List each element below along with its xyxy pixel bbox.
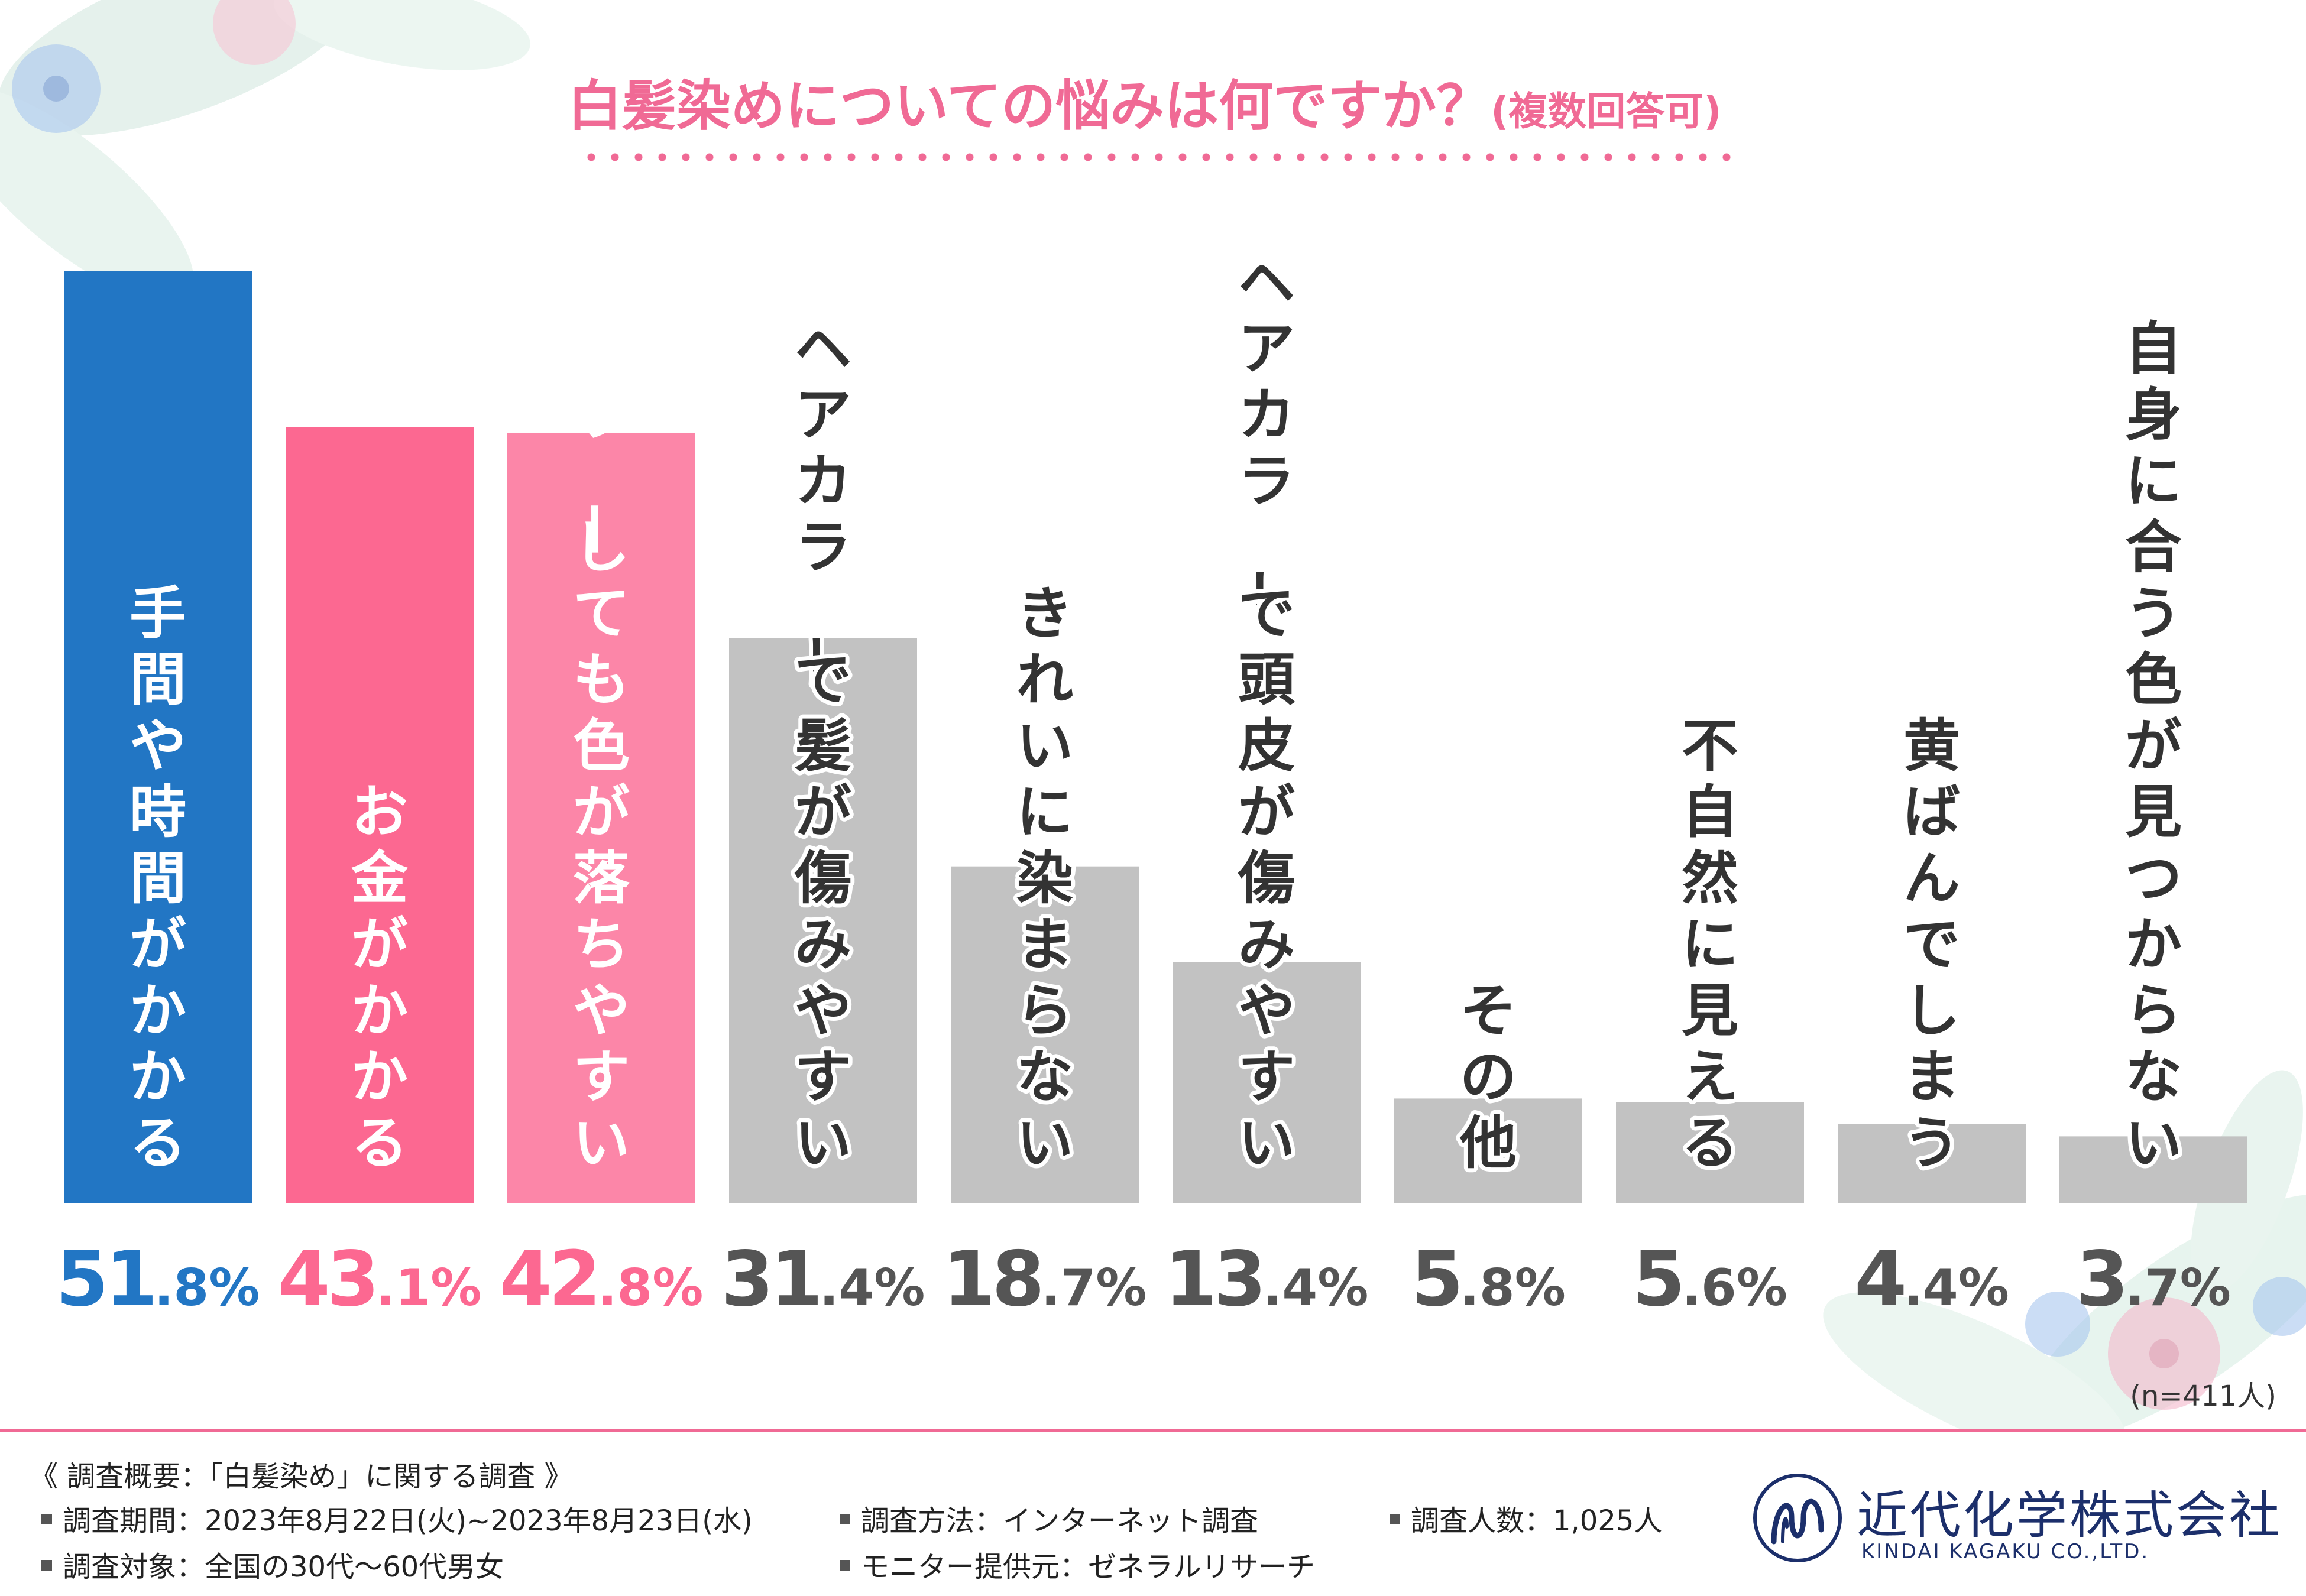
bar-2 [286,427,474,1203]
bar-category-label: 不自然に見える [1682,713,1738,1176]
bullet-square-icon [41,1560,52,1571]
bar-4 [729,638,917,1203]
title-dotted-divider [579,153,1732,162]
bar-category-label: お金がかかる [351,779,409,1176]
bar-value-label: 18.7% [943,1235,1147,1323]
bar-value-label: 5.8% [1411,1235,1566,1323]
bar-value-label: 42.8% [500,1235,704,1323]
bar-category-label: 手間や時間がかかる [129,580,186,1176]
bar-value-label: 13.4% [1165,1235,1369,1323]
bullet-square-icon [840,1560,850,1571]
survey-target: 調査対象：全国の30代～60代男女 [41,1543,504,1585]
bar-1 [64,271,252,1203]
bar-category-label: ヘアカラーで頭皮が傷みやすい [1225,249,1295,1176]
bullet-square-icon [840,1514,850,1524]
survey-method: 調査方法：インターネット調査 [840,1497,1258,1539]
survey-monitor-provider: モニター提供元：ゼネラルリサーチ [840,1543,1315,1585]
bar-category-label: その他 [1459,978,1517,1176]
bar-8 [1616,1102,1804,1203]
chart-title-main: 白髪染めについての悩みは何ですか？ [568,74,1491,138]
bar-value-label: 31.4% [721,1235,925,1323]
bar-chart: 手間や時間がかかる 51.8% お金がかかる 43.1% ヘアカラーしても色が落ちやすい… [56,183,2247,1323]
company-name: 近代化学株式会社 [1857,1486,2282,1545]
bar-10 [2059,1136,2247,1203]
survey-summary-heading: 《 調査概要：「白髪染め」に関する調査 》 [30,1460,573,1493]
bar-category-label: 黄ばんでしまう [1903,713,1960,1176]
bar-7 [1394,1098,1582,1203]
company-name-english: KINDAI KAGAKU CO.,LTD. [1861,1540,2150,1563]
footer-divider [0,1429,2306,1432]
bar-3 [507,432,695,1204]
bar-9 [1838,1124,2026,1203]
bar-value-label: 3.7% [2076,1235,2231,1323]
survey-summary-footer: 《 調査概要：「白髪染め」に関する調査 》 調査期間：2023年8月22日(火)… [0,1432,2306,1596]
chart-title-sub: (複数回答可) [1491,89,1722,134]
bar-category-label: きれいに染まらない [1016,580,1073,1176]
company-brand: 近代化学株式会社 KINDAI KAGAKU CO.,LTD. [1738,1468,2282,1586]
bar-6 [1173,962,1361,1203]
bar-value-label: 5.6% [1633,1235,1787,1323]
bar-category-label: 自身に合う色が見つからない [2125,316,2182,1176]
survey-respondents: 調査人数：1,025人 [1390,1497,1662,1539]
bar-value-label: 4.4% [1854,1235,2009,1323]
chart-title: 白髪染めについての悩みは何ですか？(複数回答可) [568,62,1750,141]
bar-value-label: 51.8% [56,1235,260,1323]
sample-size-note: (n=411人) [2130,1380,2276,1413]
bullet-square-icon [41,1514,52,1524]
survey-period: 調査期間：2023年8月22日(火)~2023年8月23日(水) [41,1497,753,1539]
bar-5 [951,866,1139,1203]
bar-value-label: 43.1% [278,1235,482,1323]
bullet-square-icon [1390,1514,1400,1524]
bar-category-label: ヘアカラーで髪が傷みやすい [781,316,851,1176]
company-logo-icon [1753,1474,1842,1562]
bar-category-label: ヘアカラーしても色が落ちやすい [559,183,630,1176]
